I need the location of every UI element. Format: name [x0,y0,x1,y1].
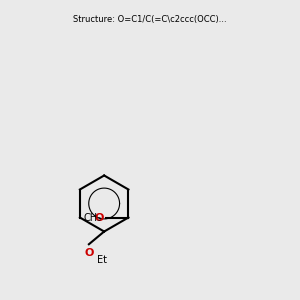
Text: CH₃: CH₃ [84,212,102,223]
Text: O: O [95,212,104,223]
Text: O: O [84,248,94,258]
Text: Et: Et [97,254,106,265]
Title: Structure: O=C1/C(=C\c2ccc(OCC)...: Structure: O=C1/C(=C\c2ccc(OCC)... [73,15,227,24]
